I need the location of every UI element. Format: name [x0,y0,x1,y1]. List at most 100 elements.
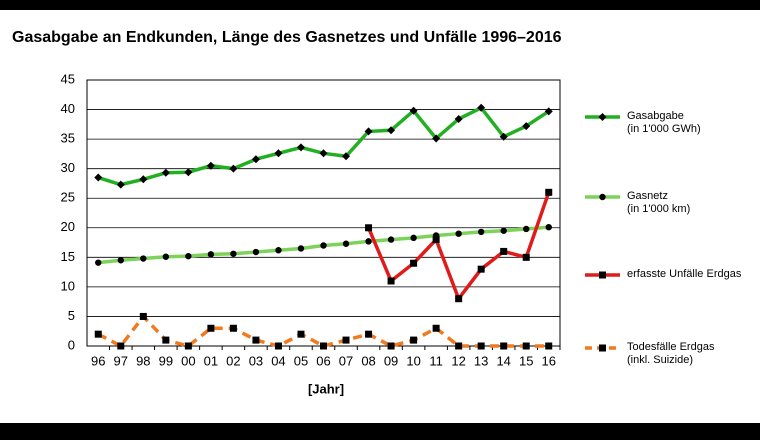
marker [523,225,530,233]
marker [387,277,395,285]
marker [522,122,531,131]
marker [252,336,260,344]
marker [95,259,102,266]
marker [522,342,530,350]
y-tick-label: 0 [68,337,75,352]
marker [432,236,440,244]
legend-label: Todesfälle Erdgas (inkl. Suizide) [627,341,715,366]
y-tick-label: 20 [61,219,75,234]
x-tick-label: 06 [316,353,330,368]
marker [320,242,327,249]
marker [342,336,350,344]
marker [207,324,215,332]
marker [499,132,508,141]
marker [251,155,260,164]
marker [599,193,606,201]
marker [477,228,485,236]
y-tick-label: 30 [61,160,75,175]
x-tick-label: 00 [181,353,195,368]
marker [140,255,147,262]
marker [455,342,463,350]
marker [409,106,418,115]
x-tick-label: 14 [496,353,510,368]
x-tick-label: 15 [519,353,533,368]
marker [598,113,607,121]
marker [432,324,440,332]
x-tick-label: 09 [384,353,398,368]
marker [454,115,463,124]
x-tick-label: 07 [339,353,353,368]
marker [94,173,103,182]
marker [297,245,305,252]
x-tick-label: 05 [294,353,308,368]
x-tick-label: 01 [204,353,218,368]
marker [477,265,485,273]
marker [230,250,237,257]
series-line [366,191,551,303]
x-tick-label: 12 [451,353,465,368]
marker [229,164,238,173]
marker [184,342,192,350]
marker [274,149,283,158]
marker [545,188,553,196]
marker [296,143,305,152]
y-tick-label: 10 [61,278,75,293]
marker [139,175,148,184]
marker [500,342,508,350]
marker [161,168,170,177]
y-tick-label: 5 [68,308,75,323]
marker [319,149,328,158]
marker [522,253,530,261]
marker [252,248,260,256]
marker [432,134,441,143]
marker [500,227,507,234]
marker [455,295,463,303]
marker [387,126,396,135]
marker [365,238,372,245]
marker [206,161,215,170]
x-tick-label: 08 [361,353,375,368]
x-axis-label: [Jahr] [308,381,344,396]
legend-label: Gasabgabe (in 1'000 GWh) [627,110,701,135]
marker [387,342,395,350]
marker [544,107,553,116]
chart-title: Gasabgabe an Endkunden, Länge des Gasnet… [12,29,562,46]
legend-label: erfasste Unfälle Erdgas [627,268,742,280]
x-tick-label: 13 [474,353,488,368]
marker [477,342,485,350]
x-tick-label: 04 [271,353,285,368]
x-tick-label: 02 [226,353,240,368]
marker [365,224,373,232]
marker [162,253,170,260]
marker [500,247,508,255]
x-tick-label: 97 [114,353,128,368]
x-tick-label: 16 [542,353,556,368]
marker [116,180,125,189]
top-bar [0,0,760,10]
marker [297,330,305,338]
marker [545,342,553,350]
bottom-bar [0,423,760,440]
marker [275,247,282,254]
y-tick-label: 15 [61,249,75,264]
y-tick-label: 35 [61,131,75,146]
marker [139,312,147,320]
marker [455,230,462,237]
marker [477,103,486,112]
y-tick-label: 25 [61,190,75,205]
marker [117,257,124,264]
marker [342,240,350,247]
marker [387,236,395,243]
x-tick-label: 96 [91,353,105,368]
marker [320,342,327,350]
marker [410,259,418,267]
marker [185,252,192,260]
x-tick-label: 11 [429,353,443,368]
marker [599,344,606,352]
marker [545,223,552,231]
marker [207,251,215,258]
marker [410,336,418,344]
x-tick-label: 98 [136,353,150,368]
